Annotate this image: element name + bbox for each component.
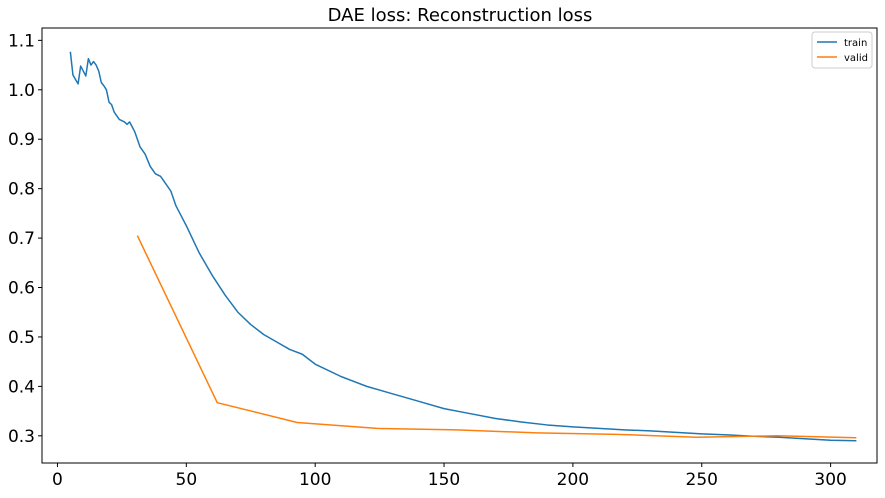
y-tick-label: 0.5: [8, 328, 35, 348]
x-tick-label: 250: [686, 470, 718, 490]
axes: 0 50 100 150 200 250 300 0.3 0.4 0.5 0.6 0.7 0.8 0.9 1…: [8, 27, 878, 490]
y-tick-label: 1.0: [8, 81, 35, 101]
chart-title: DAE loss: Reconstruction loss: [328, 5, 593, 26]
axes-frame: [41, 27, 878, 464]
x-tick-label: 100: [299, 470, 331, 490]
x-tick-label: 300: [814, 470, 846, 490]
plot-area: [69, 51, 857, 442]
series-line-train: [69, 51, 857, 442]
legend: train valid: [811, 31, 873, 69]
x-tick-label: 150: [428, 470, 460, 490]
series-line-valid: [136, 235, 857, 439]
y-tick-label: 0.3: [8, 427, 35, 447]
y-tick-label: 0.7: [8, 229, 35, 249]
legend-label-valid: valid: [844, 53, 868, 64]
x-tick-label: 200: [557, 470, 589, 490]
y-tick-label: 0.4: [8, 377, 35, 397]
y-tick-label: 1.1: [8, 31, 35, 51]
y-tick-label: 0.6: [8, 279, 35, 299]
legend-box: [811, 31, 873, 69]
y-tick-label: 0.8: [8, 180, 35, 200]
y-tick-label: 0.9: [8, 130, 35, 150]
x-tick-label: 0: [52, 470, 63, 490]
x-tick-label: 50: [176, 470, 198, 490]
legend-label-train: train: [844, 38, 867, 49]
